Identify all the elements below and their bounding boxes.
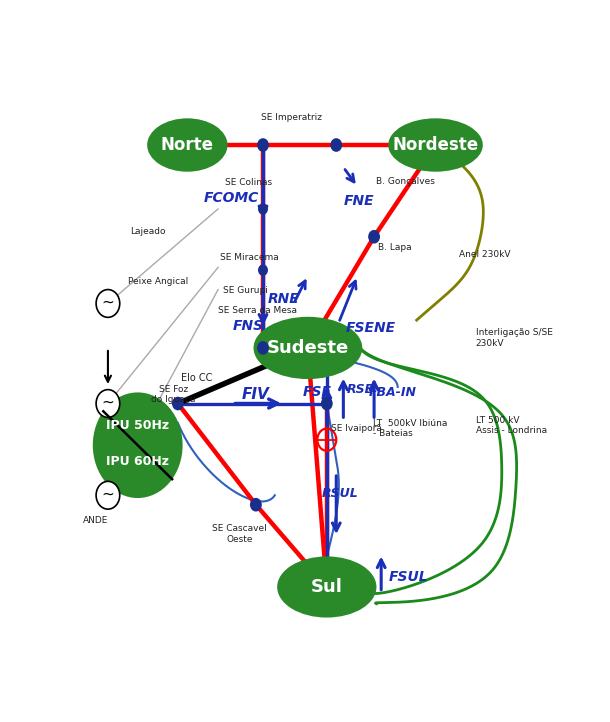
Text: Norte: Norte	[161, 136, 214, 154]
Circle shape	[173, 397, 183, 409]
Text: FBA-IN: FBA-IN	[368, 386, 417, 399]
Text: SE Gurupi: SE Gurupi	[223, 286, 268, 295]
Text: B. Gonçalves: B. Gonçalves	[376, 177, 436, 186]
Text: RSE: RSE	[346, 383, 374, 396]
Text: FNE: FNE	[343, 193, 374, 208]
Text: SE Imperatriz: SE Imperatriz	[261, 113, 322, 122]
Text: Interligação S/SE
230kV: Interligação S/SE 230kV	[476, 329, 553, 347]
Circle shape	[369, 230, 379, 243]
Circle shape	[96, 390, 120, 417]
Text: SE Ivaiporã: SE Ivaiporã	[331, 424, 381, 433]
Circle shape	[93, 393, 182, 498]
Text: FSE: FSE	[302, 386, 331, 399]
Circle shape	[96, 290, 120, 318]
Text: FIV: FIV	[242, 387, 270, 402]
Circle shape	[258, 139, 268, 151]
Ellipse shape	[277, 557, 376, 617]
Text: RSUL: RSUL	[321, 487, 359, 500]
Text: FCOMC: FCOMC	[204, 191, 259, 205]
Text: LT 500 kV
Assis - Londrina: LT 500 kV Assis - Londrina	[476, 416, 547, 435]
Text: FSUL: FSUL	[388, 570, 428, 584]
Text: IPU 60Hz: IPU 60Hz	[106, 456, 169, 469]
Text: FNS: FNS	[232, 318, 264, 333]
Text: Sudeste: Sudeste	[267, 339, 349, 357]
Text: SE Foz
do Iguaçu: SE Foz do Iguaçu	[151, 385, 195, 404]
Text: FSENE: FSENE	[346, 321, 396, 336]
Ellipse shape	[254, 317, 362, 379]
Circle shape	[331, 139, 342, 151]
Circle shape	[259, 265, 267, 275]
Text: Nordeste: Nordeste	[392, 136, 479, 154]
Text: SE Serra da Mesa: SE Serra da Mesa	[218, 305, 297, 315]
Text: ~: ~	[101, 487, 114, 502]
Text: IPU 50Hz: IPU 50Hz	[106, 419, 169, 432]
Text: Sul: Sul	[311, 578, 343, 596]
Text: ~: ~	[101, 395, 114, 410]
Text: B. Lapa: B. Lapa	[378, 243, 412, 253]
Text: SE Cascavel
Oeste: SE Cascavel Oeste	[212, 524, 267, 544]
Text: LT  500kV Ibiúna
- Bateias: LT 500kV Ibiúna - Bateias	[373, 419, 448, 438]
Text: Elo CC: Elo CC	[181, 373, 212, 383]
Text: Peixe Angical: Peixe Angical	[128, 277, 188, 286]
Ellipse shape	[388, 118, 483, 172]
Circle shape	[258, 342, 268, 354]
Circle shape	[251, 499, 261, 511]
Circle shape	[321, 397, 332, 409]
Text: Lajeado: Lajeado	[131, 227, 166, 235]
Text: ANDE: ANDE	[84, 516, 109, 525]
Circle shape	[259, 204, 267, 214]
Text: Anel 230kV: Anel 230kV	[459, 250, 511, 259]
Text: SE Colinas: SE Colinas	[225, 178, 272, 187]
Circle shape	[96, 482, 120, 509]
Text: RNE: RNE	[268, 292, 300, 306]
Ellipse shape	[147, 118, 228, 172]
Text: SE Miracema: SE Miracema	[220, 253, 279, 262]
Text: ~: ~	[101, 295, 114, 310]
